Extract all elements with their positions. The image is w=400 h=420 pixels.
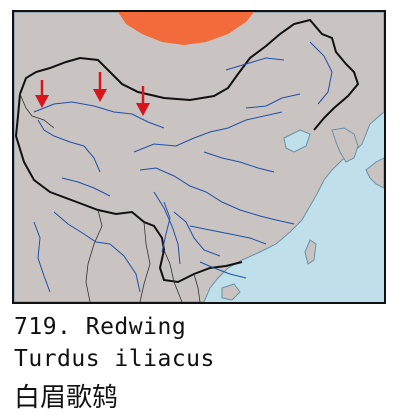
species-chinese-name: 白眉歌鸫 [14,383,119,413]
rivers [33,41,333,293]
taiwan-island [304,239,317,265]
migration-arrow-1 [35,80,49,108]
internal-borders [19,93,201,302]
range-map [12,10,386,304]
land-mass [14,12,384,302]
migration-arrow-3 [136,86,150,116]
migration-arrow-2 [93,72,107,102]
country-border [19,18,360,131]
hainan-island [221,283,241,301]
species-number-label: 719. Redwing [14,314,187,340]
japan-island [365,157,384,189]
bohai-sea [283,129,311,153]
map-svg [14,12,384,302]
breeding-range [118,12,254,45]
korean-peninsula [331,127,359,163]
country-border-west [14,93,243,284]
species-latin-name: Turdus iliacus [14,346,215,372]
migration-arrows [35,72,150,116]
